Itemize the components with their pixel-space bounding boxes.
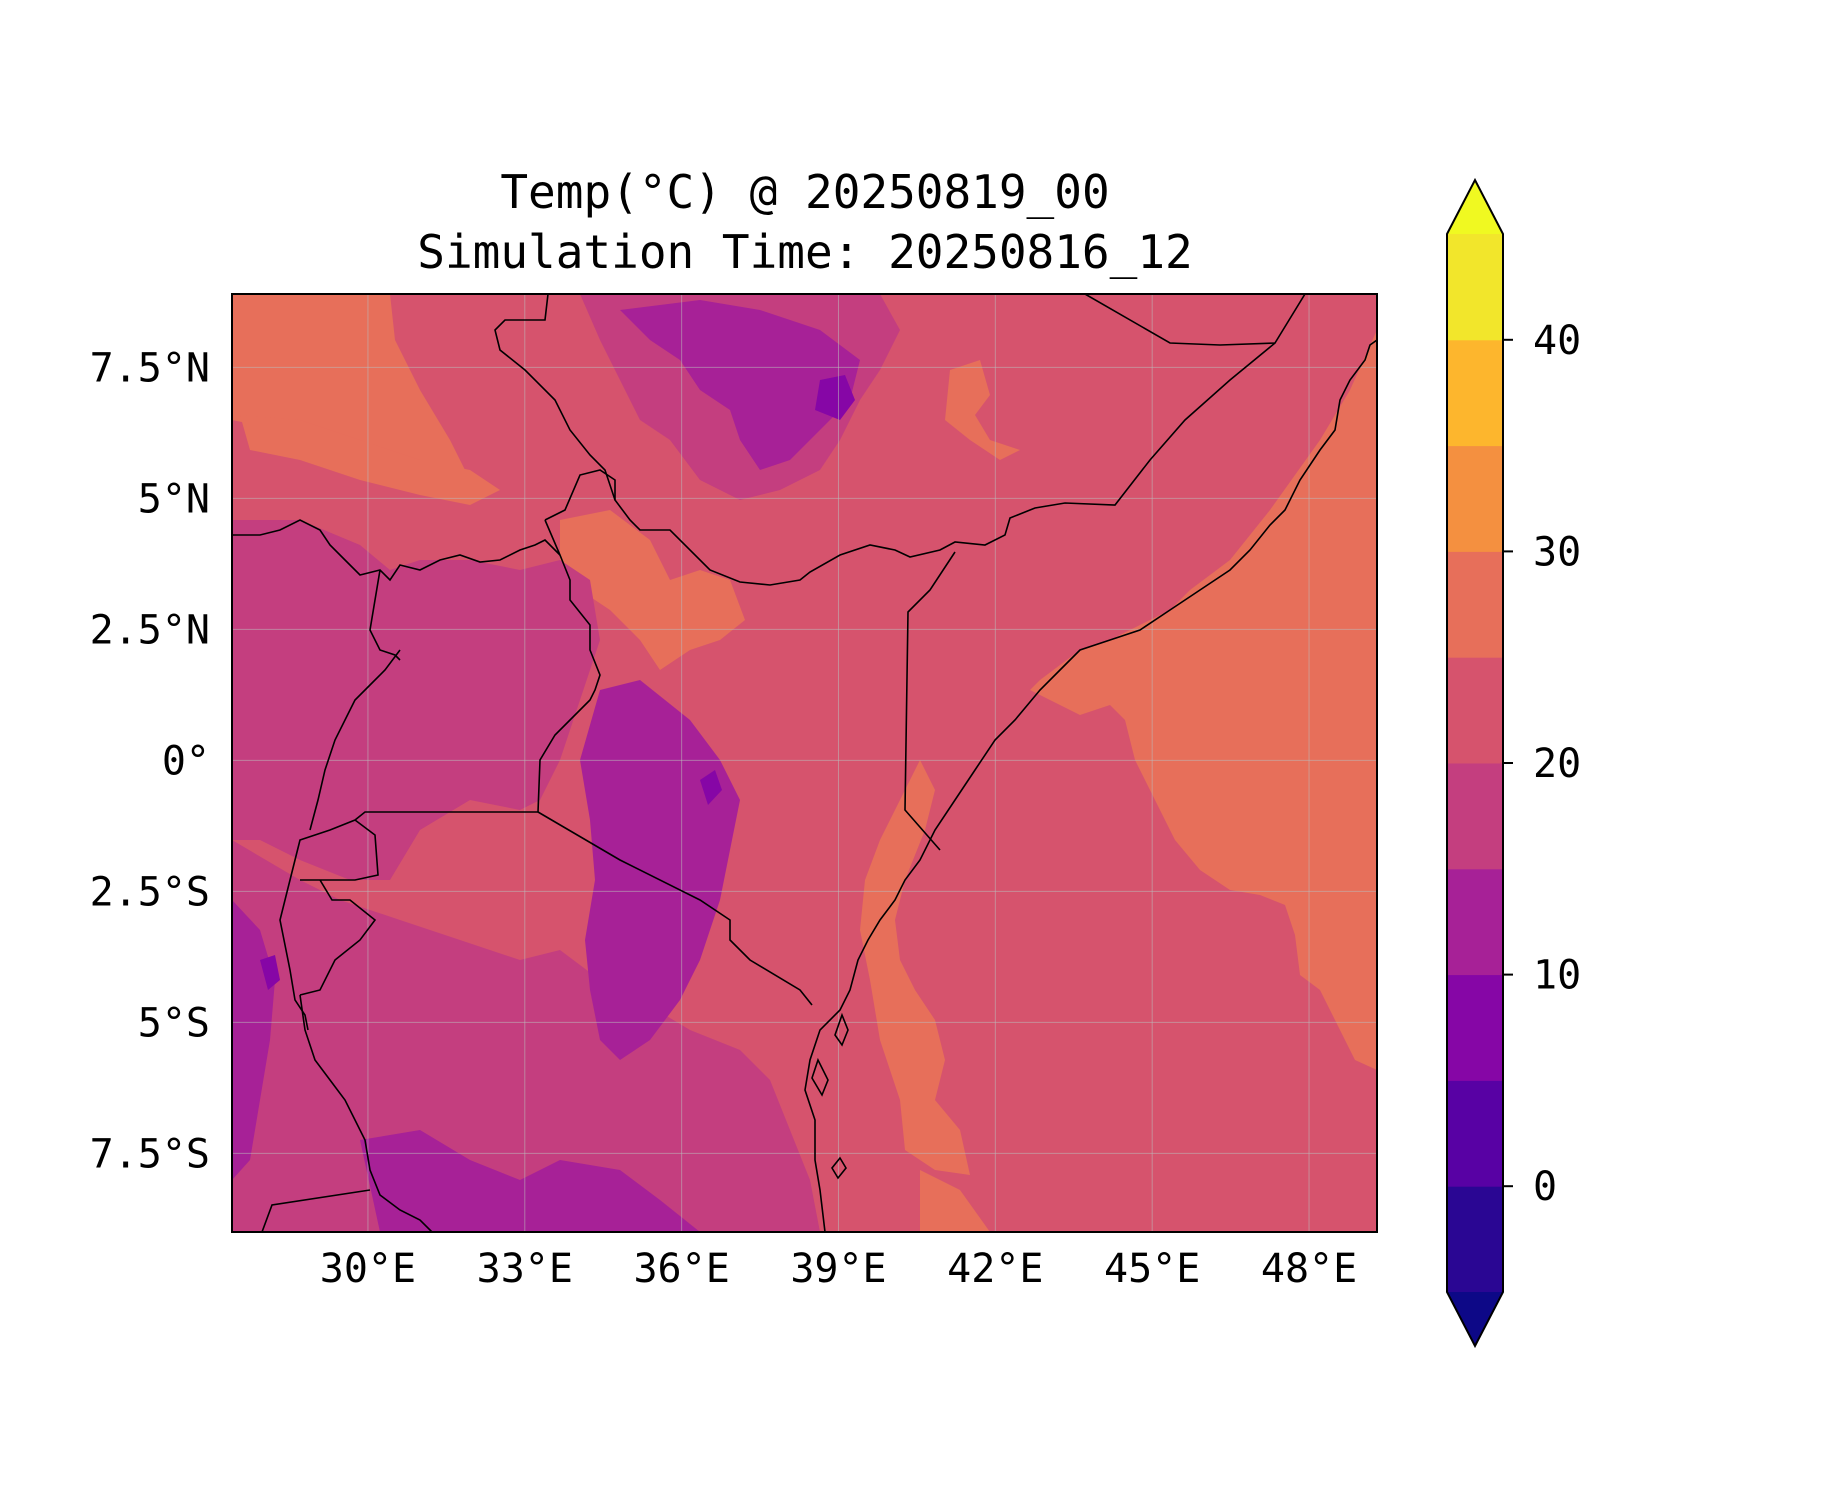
border-ethiopia-somalia: [1084, 294, 1306, 346]
title-line-2: Simulation Time: 20250816_12: [417, 225, 1192, 279]
colorbar-band: [1447, 339, 1503, 447]
map-panel: [231, 293, 1378, 1233]
border-south-sudan-drc-north: [232, 519, 561, 582]
y-tick-label: 2.5°N: [90, 607, 210, 653]
colorbar-extend-over: [1447, 180, 1503, 234]
border-kenya-tanzania: [537, 811, 813, 1006]
colorbar-band: [1447, 974, 1503, 1081]
colorbar-band: [1447, 445, 1503, 552]
x-tick-label: 33°E: [477, 1246, 573, 1292]
x-tick-label: 45°E: [1104, 1246, 1200, 1292]
colorbar-tick-label: 10: [1533, 953, 1581, 999]
warm-patches-northwest: [240, 415, 500, 505]
islands-zanzibar: [811, 1012, 849, 1180]
y-tick-label: 5°N: [138, 476, 210, 522]
colorbar-band: [1447, 868, 1503, 976]
x-tick-label: 42°E: [947, 1246, 1043, 1292]
map-frame: [231, 293, 1378, 1233]
cool-zone-tanzania: [232, 840, 820, 1232]
warm-zone-coast: [860, 760, 970, 1175]
y-tick-label: 5°S: [138, 1000, 210, 1046]
y-tick-label: 7.5°S: [90, 1131, 210, 1177]
x-axis-tick-labels: 30°E 33°E 36°E 39°E 42°E 45°E 48°E: [320, 1246, 1357, 1292]
borders-and-coastlines: [232, 294, 1377, 1232]
temperature-field: [232, 294, 1377, 1232]
warm-zone-northwest: [232, 294, 470, 480]
colorbar-extend-under: [1447, 1292, 1503, 1346]
y-tick-label: 0°: [162, 738, 210, 784]
cold-zone-kenya-highlands: [580, 680, 740, 1060]
y-tick-label: 2.5°S: [90, 869, 210, 915]
colorbar-tick-label: 20: [1533, 741, 1581, 787]
cold-zone-tanzania-south: [360, 1130, 700, 1232]
border-south-sudan-ethiopia: [494, 294, 616, 501]
border-south-sudan-uganda-drc: [279, 519, 601, 1031]
border-lake-albert: [309, 649, 401, 831]
colorbar-band: [1447, 1186, 1503, 1293]
cold-zone-ethiopia-highlands: [620, 300, 860, 470]
colorbar-band: [1447, 657, 1503, 764]
colorbar: 0 10 20 30 40: [1446, 177, 1581, 1349]
x-tick-label: 30°E: [320, 1246, 416, 1292]
colorbar-band: [1447, 763, 1503, 870]
border-somalia-ethiopia-east: [544, 342, 1276, 586]
coastline-east-africa: [804, 339, 1377, 1232]
x-tick-label: 48°E: [1261, 1246, 1357, 1292]
colorbar-band: [1447, 1080, 1503, 1187]
y-axis-tick-labels: 7.5°N 5°N 2.5°N 0° 2.5°S 5°S 7.5°S: [90, 345, 210, 1177]
warm-zone-turkana: [560, 510, 745, 670]
border-kenya-somalia: [904, 551, 956, 851]
colorbar-outline: [1446, 177, 1504, 1349]
gridlines: [232, 294, 1377, 1232]
colorbar-tick-label: 30: [1533, 529, 1581, 575]
warm-zone-ethiopia-east: [945, 360, 1020, 460]
x-tick-label: 39°E: [790, 1246, 886, 1292]
y-tick-label: 7.5°N: [90, 345, 210, 391]
colorbar-band: [1447, 234, 1503, 341]
x-tick-label: 36°E: [633, 1246, 729, 1292]
colorbar-tick-label: 40: [1533, 318, 1581, 364]
warm-zone-ocean: [1030, 330, 1377, 1070]
colorbar-tick-label: 0: [1533, 1164, 1557, 1210]
border-tanzania-west-lake: [299, 994, 433, 1232]
border-rwanda-burundi: [299, 819, 379, 996]
cool-zone-uganda: [232, 520, 600, 880]
title-line-1: Temp(°C) @ 20250819_00: [500, 165, 1109, 219]
colorbar-band: [1447, 551, 1503, 658]
warm-zone-south-coast: [920, 1170, 990, 1232]
border-zambia: [261, 1189, 371, 1232]
